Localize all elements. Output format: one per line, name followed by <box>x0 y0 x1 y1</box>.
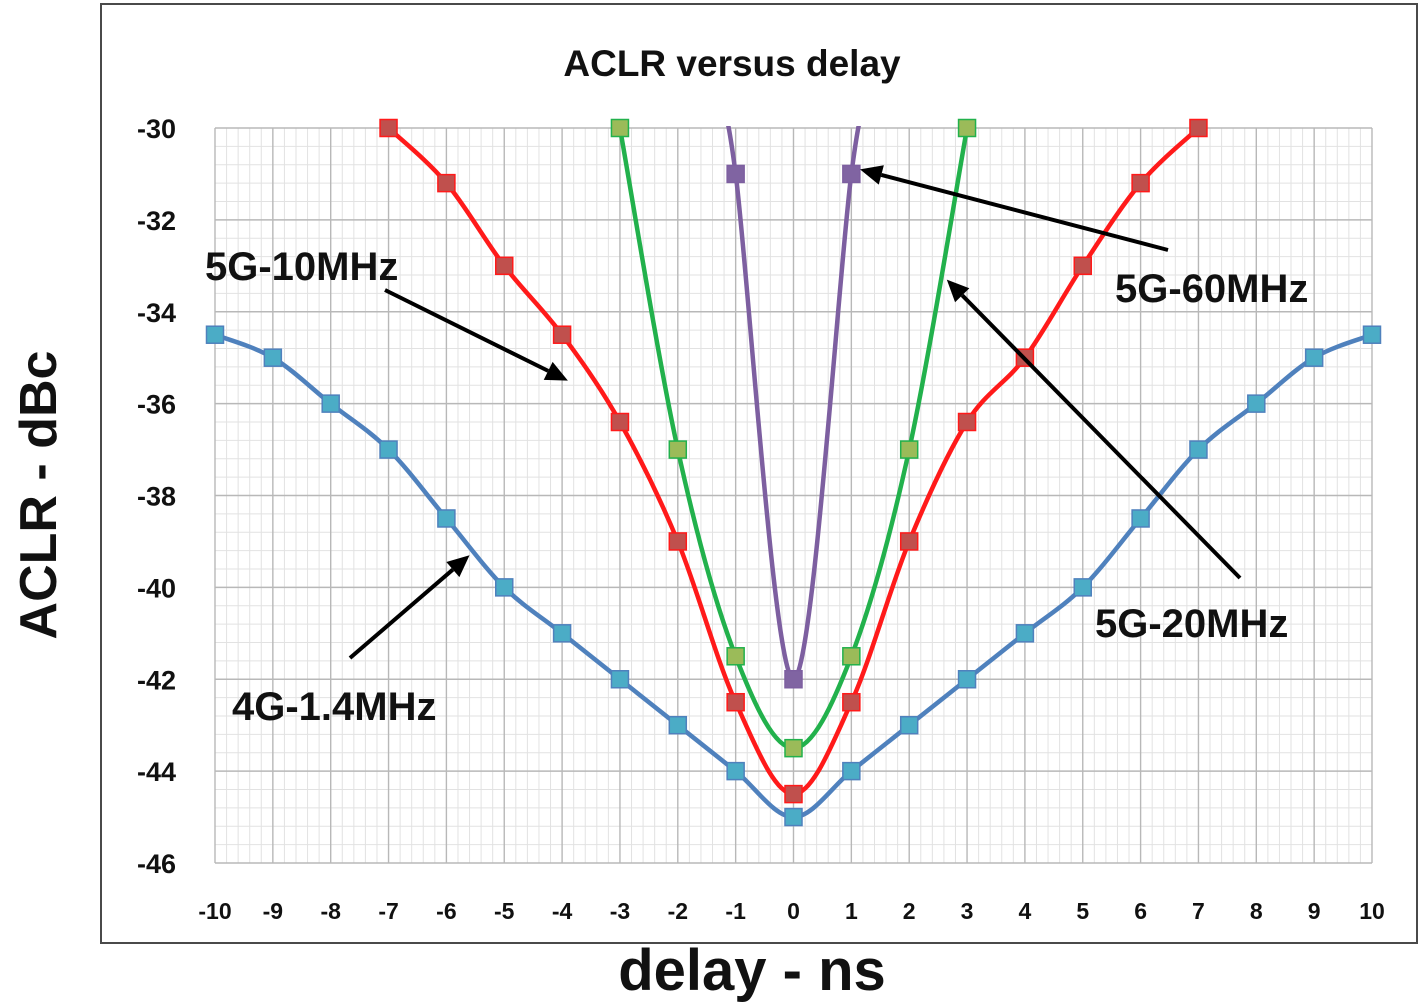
x-tick-label: -7 <box>378 898 398 924</box>
x-tick-label: -4 <box>552 898 573 924</box>
annotation-label-5g-60mhz: 5G-60MHz <box>1115 267 1308 311</box>
y-tick-label: -30 <box>137 114 176 144</box>
x-tick-label: -8 <box>320 898 341 924</box>
annotation-label-5g-20mhz: 5G-20MHz <box>1095 602 1288 646</box>
data-point-4g-1-4mhz <box>668 715 688 735</box>
chart-title: ACLR versus delay <box>563 43 901 84</box>
x-tick-label: 3 <box>961 898 974 924</box>
x-tick-label: 0 <box>787 898 800 924</box>
y-tick-labels: -30 -32 -34 -36 -38 -40 -42 -44 -46 <box>137 114 176 879</box>
data-point-4g-1-4mhz <box>321 394 340 413</box>
data-point-4g-1-4mhz <box>495 578 514 597</box>
y-tick-label: -44 <box>137 757 176 787</box>
x-tick-label: 9 <box>1308 898 1321 924</box>
data-point-4g-1-4mhz <box>437 509 456 528</box>
data-point-4g-1-4mhz <box>1015 624 1035 643</box>
data-point-4g-1-4mhz <box>1362 325 1382 344</box>
data-point-5g-10mhz <box>379 118 398 138</box>
data-point-5g-10mhz <box>1189 118 1208 138</box>
x-tick-label: 5 <box>1076 898 1089 924</box>
x-tick-label: 10 <box>1359 898 1385 924</box>
annotation-arrow-5g-10mhz <box>384 288 550 373</box>
data-point-4g-1-4mhz <box>1247 394 1266 413</box>
data-point-4g-1-4mhz <box>957 670 977 689</box>
annotation-arrow-5g-20mhz <box>960 293 1242 580</box>
y-tick-label: -38 <box>137 482 176 512</box>
data-point-4g-1-4mhz <box>1073 578 1092 597</box>
data-point-5g-20mhz <box>610 118 630 138</box>
annotation-arrowhead-5g-20mhz <box>946 279 970 303</box>
major-gridlines <box>214 127 1373 864</box>
data-point-5g-20mhz <box>668 440 688 459</box>
y-axis-title: ACLR - dBc <box>10 351 68 640</box>
x-tick-label: -5 <box>494 898 515 924</box>
x-axis-title: delay - ns <box>618 938 886 1003</box>
data-point-5g-60mhz <box>784 670 803 689</box>
x-tick-label: -10 <box>198 898 231 924</box>
annotation-arrowhead-5g-60mhz <box>860 165 884 185</box>
y-tick-label: -36 <box>137 390 176 420</box>
data-point-5g-20mhz <box>842 647 861 666</box>
data-point-5g-20mhz <box>957 118 977 138</box>
data-point-5g-10mhz <box>495 256 514 276</box>
data-point-5g-10mhz <box>842 692 861 712</box>
data-point-5g-10mhz <box>610 412 630 432</box>
x-tick-label: -9 <box>263 898 283 924</box>
x-tick-label: 2 <box>903 898 916 924</box>
x-tick-label: 7 <box>1192 898 1205 924</box>
x-tick-label: -2 <box>668 898 688 924</box>
x-tick-label: 6 <box>1134 898 1147 924</box>
annotation-arrowhead-5g-10mhz <box>543 361 568 381</box>
data-point-5g-20mhz <box>784 738 803 758</box>
y-tick-label: -34 <box>137 298 176 328</box>
data-point-4g-1-4mhz <box>1304 348 1324 367</box>
data-point-4g-1-4mhz <box>784 807 803 827</box>
annotation-label-4g-1-4mhz: 4G-1.4MHz <box>232 685 437 729</box>
annotation-arrow-5g-60mhz <box>880 172 1169 252</box>
data-point-5g-10mhz <box>552 325 572 344</box>
data-point-4g-1-4mhz <box>205 325 225 344</box>
data-point-5g-60mhz <box>842 164 861 184</box>
data-point-4g-1-4mhz <box>610 670 630 689</box>
data-point-4g-1-4mhz <box>552 624 572 643</box>
data-point-4g-1-4mhz <box>842 761 861 781</box>
x-tick-labels: -10 -9 -8 -7 -6 -5 -4 -3 -2 -1 0 1 2 3 4 5 6 7 8 9 10 <box>198 898 1384 924</box>
data-point-4g-1-4mhz <box>726 761 745 781</box>
annotation-arrowhead-4g-1-4mhz <box>446 555 470 578</box>
data-point-5g-10mhz <box>784 784 803 804</box>
data-point-5g-10mhz <box>957 412 977 432</box>
data-point-4g-1-4mhz <box>1189 440 1208 459</box>
annotations: 5G-10MHz 5G-60MHz 5G-20MHz 4G-1.4MHz <box>205 165 1308 729</box>
data-point-5g-20mhz <box>899 440 919 459</box>
y-tick-label: -40 <box>137 573 176 603</box>
data-point-5g-10mhz <box>1073 256 1092 276</box>
data-point-5g-10mhz <box>726 692 745 712</box>
x-tick-label: -3 <box>610 898 630 924</box>
x-tick-label: 1 <box>845 898 858 924</box>
series-markers <box>205 118 1382 827</box>
x-tick-label: 4 <box>1019 898 1032 924</box>
y-tick-label: -42 <box>137 665 176 695</box>
data-point-5g-10mhz <box>437 173 456 193</box>
data-point-4g-1-4mhz <box>899 715 919 735</box>
x-tick-label: -6 <box>436 898 456 924</box>
data-point-5g-10mhz <box>1131 173 1150 193</box>
data-point-5g-10mhz <box>899 532 919 551</box>
data-point-5g-20mhz <box>726 647 745 666</box>
annotation-arrow-4g-1-4mhz <box>348 568 455 660</box>
x-tick-label: 8 <box>1250 898 1263 924</box>
data-point-5g-10mhz <box>668 532 688 551</box>
x-tick-label: -1 <box>725 898 746 924</box>
data-point-4g-1-4mhz <box>379 440 398 459</box>
data-point-4g-1-4mhz <box>263 348 283 367</box>
annotation-label-5g-10mhz: 5G-10MHz <box>205 245 398 289</box>
y-tick-label: -32 <box>137 206 176 236</box>
y-tick-label: -46 <box>137 849 176 879</box>
data-point-4g-1-4mhz <box>1131 509 1150 528</box>
data-point-5g-60mhz <box>726 164 745 184</box>
